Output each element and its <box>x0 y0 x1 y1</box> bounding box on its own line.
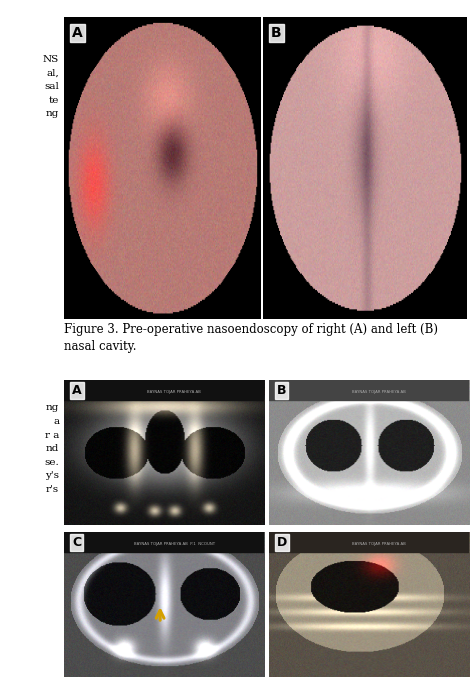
Bar <box>64 532 264 552</box>
Text: BAYNAS TOJAR PRAHEYA AB  P.1  NCOUNT: BAYNAS TOJAR PRAHEYA AB P.1 NCOUNT <box>134 542 215 546</box>
Text: A: A <box>72 26 82 41</box>
Text: A: A <box>72 384 82 397</box>
Text: B: B <box>277 384 286 397</box>
Text: ng
a
r a
nd
se.
y's
r's: ng a r a nd se. y's r's <box>45 403 59 494</box>
Text: BAYNAS TOJAR PRAHEYA AB: BAYNAS TOJAR PRAHEYA AB <box>147 390 201 394</box>
Text: BAYNAS TOJAR PRAHEYA AB: BAYNAS TOJAR PRAHEYA AB <box>352 390 406 394</box>
Bar <box>269 532 469 552</box>
Text: NS
al,
sal
te
ng: NS al, sal te ng <box>43 55 59 118</box>
Text: D: D <box>277 536 287 549</box>
Text: BAYNAS TOJAR PRAHEYA AB: BAYNAS TOJAR PRAHEYA AB <box>352 542 406 546</box>
Text: Figure 3. Pre-operative nasoendoscopy of right (A) and left (B)
nasal cavity.: Figure 3. Pre-operative nasoendoscopy of… <box>64 323 438 353</box>
Bar <box>269 380 469 401</box>
Bar <box>64 380 264 401</box>
Text: B: B <box>271 26 282 41</box>
Text: C: C <box>72 536 81 549</box>
